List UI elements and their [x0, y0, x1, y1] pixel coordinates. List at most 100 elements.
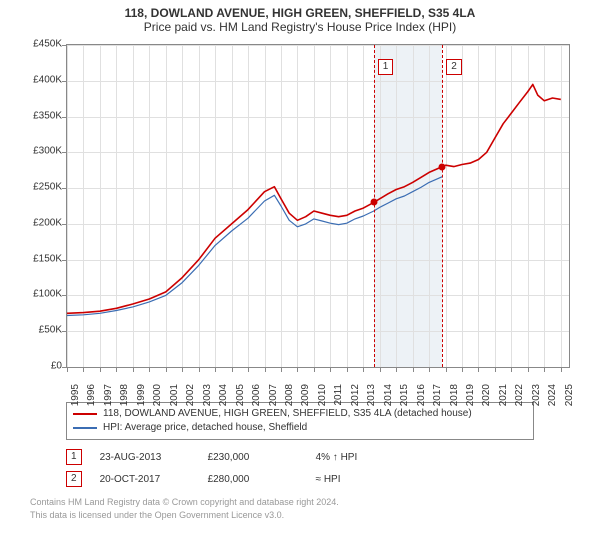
marker-line-2	[442, 45, 443, 367]
ytick-label: £450K	[22, 39, 62, 50]
marker-label-1: 1	[378, 59, 394, 75]
ytick-label: £0	[22, 361, 62, 372]
transaction-num-box: 1	[66, 449, 82, 465]
xtick-label: 2005	[235, 384, 246, 412]
xtick	[116, 367, 117, 372]
xtick	[561, 367, 562, 372]
transaction-price: £280,000	[208, 474, 298, 485]
xtick-label: 1997	[103, 384, 114, 412]
xtick	[544, 367, 545, 372]
transaction-date: 23-AUG-2013	[100, 452, 190, 463]
transaction-delta: ≈ HPI	[316, 474, 406, 485]
xtick	[396, 367, 397, 372]
transaction-date: 20-OCT-2017	[100, 474, 190, 485]
xtick-label: 2000	[152, 384, 163, 412]
xtick	[380, 367, 381, 372]
xtick	[413, 367, 414, 372]
xtick	[495, 367, 496, 372]
legend-swatch	[73, 427, 97, 429]
xtick-label: 2004	[218, 384, 229, 412]
ytick	[62, 224, 67, 225]
xtick-label: 2020	[481, 384, 492, 412]
transaction-table: 1 23-AUG-2013 £230,000 4% ↑ HPI 2 20-OCT-2017…	[66, 446, 580, 490]
xtick-label: 2012	[350, 384, 361, 412]
xtick-label: 2007	[268, 384, 279, 412]
chart-subtitle: Price paid vs. HM Land Registry's House …	[0, 20, 600, 38]
ytick-label: £150K	[22, 253, 62, 264]
ytick	[62, 81, 67, 82]
marker-label-2: 2	[446, 59, 462, 75]
xtick	[314, 367, 315, 372]
xtick-label: 2025	[564, 384, 575, 412]
xtick-label: 1998	[119, 384, 130, 412]
xtick	[281, 367, 282, 372]
ytick	[62, 331, 67, 332]
xtick-label: 2016	[416, 384, 427, 412]
xtick-label: 2023	[531, 384, 542, 412]
ytick	[62, 152, 67, 153]
ytick	[62, 117, 67, 118]
marker-dot-1	[370, 199, 377, 206]
xtick-label: 2013	[366, 384, 377, 412]
ytick-label: £350K	[22, 110, 62, 121]
xtick	[297, 367, 298, 372]
xtick	[478, 367, 479, 372]
ytick-label: £250K	[22, 182, 62, 193]
marker-line-1	[374, 45, 375, 367]
chart-area: 12 £0£50K£100K£150K£200K£250K£300K£350K£…	[20, 38, 580, 398]
ytick	[62, 188, 67, 189]
legend-swatch	[73, 413, 97, 415]
xtick-label: 2009	[300, 384, 311, 412]
xtick-label: 2003	[202, 384, 213, 412]
ytick-label: £200K	[22, 217, 62, 228]
chart-lines	[67, 45, 569, 367]
xtick-label: 2015	[399, 384, 410, 412]
xtick-label: 2018	[449, 384, 460, 412]
xtick-label: 1999	[136, 384, 147, 412]
ytick-label: £50K	[22, 325, 62, 336]
legend-row: HPI: Average price, detached house, Shef…	[73, 421, 527, 435]
xtick	[248, 367, 249, 372]
marker-dot-2	[439, 163, 446, 170]
transaction-num-box: 2	[66, 471, 82, 487]
xtick-label: 2021	[498, 384, 509, 412]
ytick	[62, 260, 67, 261]
footer: Contains HM Land Registry data © Crown c…	[30, 496, 580, 522]
xtick	[462, 367, 463, 372]
ytick	[62, 45, 67, 46]
xtick	[528, 367, 529, 372]
xtick	[149, 367, 150, 372]
ytick	[62, 295, 67, 296]
transaction-row: 1 23-AUG-2013 £230,000 4% ↑ HPI	[66, 446, 580, 468]
xtick	[83, 367, 84, 372]
legend-label: HPI: Average price, detached house, Shef…	[103, 421, 307, 435]
transaction-row: 2 20-OCT-2017 £280,000 ≈ HPI	[66, 468, 580, 490]
xtick-label: 2002	[185, 384, 196, 412]
xtick-label: 2008	[284, 384, 295, 412]
xtick	[166, 367, 167, 372]
xtick-label: 1995	[70, 384, 81, 412]
xtick	[199, 367, 200, 372]
chart-title: 118, DOWLAND AVENUE, HIGH GREEN, SHEFFIE…	[0, 0, 600, 20]
series-price_paid	[67, 84, 561, 313]
xtick	[67, 367, 68, 372]
xtick	[511, 367, 512, 372]
footer-line-2: This data is licensed under the Open Gov…	[30, 509, 580, 522]
xtick-label: 2001	[169, 384, 180, 412]
xtick-label: 2022	[514, 384, 525, 412]
xtick	[232, 367, 233, 372]
xtick-label: 2006	[251, 384, 262, 412]
ytick-label: £300K	[22, 146, 62, 157]
ytick-label: £400K	[22, 74, 62, 85]
transaction-price: £230,000	[208, 452, 298, 463]
xtick	[215, 367, 216, 372]
transaction-delta: 4% ↑ HPI	[316, 452, 406, 463]
xtick-label: 2010	[317, 384, 328, 412]
ytick-label: £100K	[22, 289, 62, 300]
footer-line-1: Contains HM Land Registry data © Crown c…	[30, 496, 580, 509]
xtick	[446, 367, 447, 372]
xtick	[265, 367, 266, 372]
xtick-label: 1996	[86, 384, 97, 412]
xtick	[182, 367, 183, 372]
plot-region: 12	[66, 44, 570, 368]
